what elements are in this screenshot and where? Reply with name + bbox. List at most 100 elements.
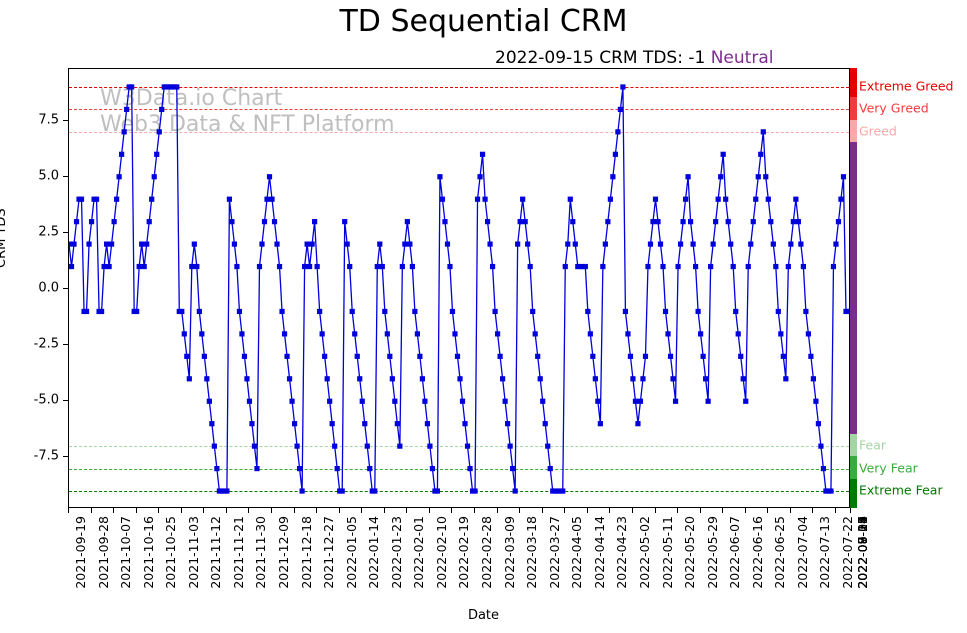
data-point-marker — [424, 421, 431, 427]
data-point-marker — [848, 308, 849, 315]
data-point-marker — [813, 398, 819, 404]
data-point-marker — [462, 421, 468, 427]
data-point-marker — [482, 196, 488, 202]
data-point-marker — [241, 353, 248, 359]
data-point-marker — [815, 421, 822, 427]
x-axis-tick-label: 2021-10-07 — [118, 516, 134, 589]
data-point-marker — [414, 331, 420, 337]
page-title: TD Sequential CRM — [339, 4, 628, 39]
data-point-marker — [755, 174, 761, 180]
data-point-marker — [667, 353, 674, 359]
data-point-marker — [597, 421, 603, 427]
data-point-marker — [88, 219, 95, 225]
data-point-marker — [487, 241, 493, 247]
x-axis-tick-mark — [834, 508, 836, 513]
data-point-marker — [700, 353, 706, 359]
x-axis-tick-mark — [699, 508, 701, 513]
data-point-marker — [344, 241, 350, 247]
data-point-marker — [129, 84, 135, 90]
data-point-marker — [838, 196, 844, 202]
data-point-marker — [510, 465, 516, 472]
data-point-marker — [291, 421, 298, 427]
data-point-marker — [236, 308, 243, 315]
data-point-marker — [334, 465, 340, 472]
x-axis-tick-mark — [519, 508, 521, 513]
data-point-marker — [793, 196, 799, 202]
data-point-marker — [560, 488, 566, 494]
data-point-marker — [725, 219, 731, 225]
data-point-marker — [592, 376, 598, 382]
data-point-marker — [833, 241, 839, 247]
zone-label-very-greed: Very Greed — [859, 100, 929, 116]
data-point-marker — [151, 174, 157, 180]
data-point-marker — [156, 129, 162, 135]
data-point-marker — [269, 196, 275, 202]
data-point-marker — [139, 241, 145, 247]
x-axis-tick-mark — [496, 508, 498, 513]
x-axis-tick-label: 2022-02-01 — [411, 516, 427, 589]
x-axis-tick-label: 2022-02-19 — [456, 516, 472, 589]
data-point-marker — [329, 421, 335, 427]
data-point-marker — [585, 308, 591, 315]
data-point-marker — [417, 353, 423, 359]
data-point-marker — [818, 443, 824, 449]
data-point-marker — [437, 174, 443, 180]
x-axis-tick-label: 2022-03-09 — [501, 516, 517, 589]
data-point-marker — [134, 308, 140, 315]
x-axis-tick-mark — [789, 508, 791, 513]
data-point-marker — [354, 353, 360, 359]
data-point-marker — [69, 241, 72, 247]
data-point-marker — [773, 263, 779, 270]
data-point-marker — [530, 308, 536, 315]
x-axis-tick-mark — [677, 508, 679, 513]
data-point-marker — [695, 308, 701, 315]
x-axis-tick-mark — [248, 508, 250, 513]
threshold-line-very-greed — [69, 109, 849, 111]
data-point-marker — [765, 196, 771, 202]
data-point-marker — [542, 421, 548, 427]
data-point-marker — [778, 331, 784, 337]
data-point-marker — [384, 331, 390, 337]
data-point-marker — [93, 196, 100, 202]
data-point-marker — [352, 331, 358, 337]
data-point-marker — [595, 398, 601, 404]
data-point-marker — [106, 263, 112, 270]
data-point-marker — [206, 398, 212, 404]
data-point-marker — [69, 263, 75, 270]
x-axis-tick-mark — [90, 508, 92, 513]
data-point-marker — [484, 219, 491, 225]
data-point-marker — [515, 241, 521, 247]
data-point-marker — [472, 488, 478, 494]
data-point-marker — [715, 196, 721, 202]
data-point-marker — [740, 376, 746, 382]
data-point-marker — [447, 263, 453, 270]
data-point-marker — [703, 376, 709, 382]
x-axis-tick-mark — [135, 508, 137, 513]
data-point-marker — [625, 331, 631, 337]
x-axis-tick-label: 2022-04-05 — [569, 516, 585, 589]
data-point-marker — [785, 263, 791, 270]
x-axis-tick-label: 2021-09-28 — [95, 516, 111, 589]
y-axis-tick-mark — [63, 119, 68, 121]
data-point-marker — [251, 443, 258, 449]
data-point-marker — [647, 241, 654, 247]
data-point-marker — [149, 196, 155, 202]
data-point-marker — [753, 196, 759, 202]
data-point-marker — [196, 308, 202, 315]
data-point-marker — [249, 421, 255, 427]
data-point-marker — [379, 263, 385, 270]
data-point-marker — [294, 443, 300, 449]
data-point-marker — [181, 331, 187, 337]
data-point-marker — [214, 465, 220, 472]
annotation-value-text: 2022-09-15 CRM TDS: -1 — [495, 48, 706, 68]
data-point-marker — [718, 174, 724, 180]
data-point-marker — [266, 174, 273, 180]
x-axis-tick-mark — [158, 508, 160, 513]
data-point-marker — [602, 241, 608, 247]
x-axis-tick-mark — [609, 508, 611, 513]
current-value-annotation: 2022-09-15 CRM TDS: -1 Neutral — [495, 48, 773, 68]
data-point-marker — [274, 241, 280, 247]
x-axis-tick-label: 2021-12-18 — [298, 516, 314, 589]
x-axis-tick-mark — [451, 508, 453, 513]
